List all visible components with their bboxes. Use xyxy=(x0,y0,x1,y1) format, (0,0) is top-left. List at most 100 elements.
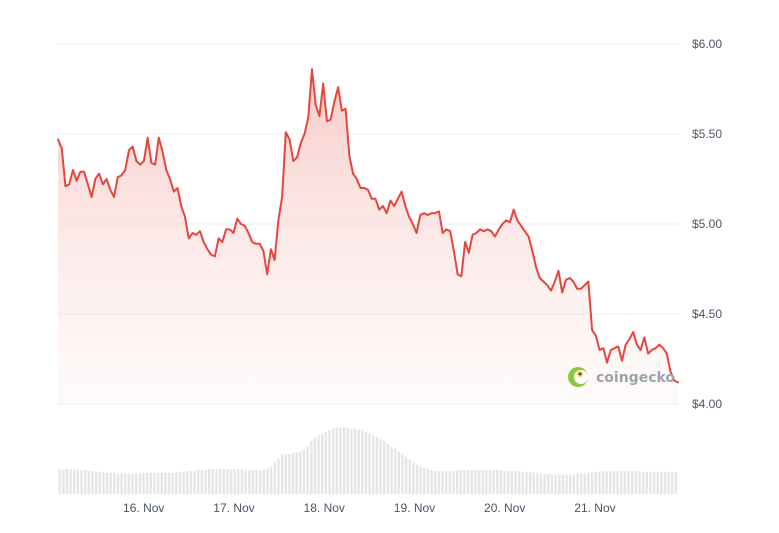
volume-bar xyxy=(80,470,83,494)
volume-bar xyxy=(492,470,495,494)
volume-bar xyxy=(536,472,539,494)
volume-bar xyxy=(94,471,98,494)
volume-bar xyxy=(656,471,659,494)
volume-bar xyxy=(127,473,131,494)
volume-bar xyxy=(375,437,379,494)
x-tick-label: 18. Nov xyxy=(304,501,345,515)
volume-bar xyxy=(645,471,649,494)
volume-bar xyxy=(178,471,182,494)
volume-bar xyxy=(186,470,189,494)
gecko-logo-icon xyxy=(568,367,588,387)
volume-bar xyxy=(674,471,678,494)
volume-bar xyxy=(372,435,375,494)
volume-bar xyxy=(663,471,667,494)
volume-bar xyxy=(404,456,408,494)
volume-bar xyxy=(237,469,240,494)
volume-bar xyxy=(382,440,386,494)
volume-bar xyxy=(156,472,160,494)
volume-bar xyxy=(620,470,623,494)
volume-bar xyxy=(109,472,112,494)
volume-bar xyxy=(317,435,320,494)
volume-bar xyxy=(62,469,65,494)
volume-bar xyxy=(313,437,317,494)
volume-bar xyxy=(386,443,390,494)
volume-bar xyxy=(609,470,612,494)
volume-bar xyxy=(638,470,641,494)
volume-bar xyxy=(423,468,426,494)
volume-bar xyxy=(393,448,397,494)
volume-bar xyxy=(149,472,153,494)
volume-bar xyxy=(587,472,590,494)
volume-bar xyxy=(510,470,514,494)
volume-bar xyxy=(58,469,61,494)
volume-bar xyxy=(87,470,91,494)
volume-bar xyxy=(226,469,229,494)
volume-bar xyxy=(306,446,309,494)
volume-bar xyxy=(200,470,204,494)
volume-bar xyxy=(634,470,638,494)
volume-bar xyxy=(517,470,521,494)
volume-bar xyxy=(565,474,568,494)
volume-bar xyxy=(134,473,138,494)
volume-bar xyxy=(652,471,656,494)
volume-bar xyxy=(441,470,444,494)
volume-bar xyxy=(116,473,120,494)
volume-bar xyxy=(310,440,313,494)
volume-bar xyxy=(506,470,510,494)
volume-bar xyxy=(477,470,481,494)
volume-bar xyxy=(160,472,163,494)
volume-bar xyxy=(463,470,466,494)
volume-bar xyxy=(175,471,178,494)
x-tick-label: 16. Nov xyxy=(123,501,164,515)
volume-bar xyxy=(558,474,561,494)
volume-bar xyxy=(218,469,222,494)
volume-bar xyxy=(244,470,247,494)
volume-bar xyxy=(251,470,255,494)
volume-bar xyxy=(605,470,608,494)
volume-bar xyxy=(291,453,295,494)
watermark-text: coingecko xyxy=(596,370,675,386)
volume-bar xyxy=(576,473,579,494)
volume-bar xyxy=(547,473,550,494)
volume-bar xyxy=(138,473,142,494)
coingecko-watermark: coingecko xyxy=(568,367,675,387)
volume-bar xyxy=(426,469,430,494)
volume-bar xyxy=(255,470,258,494)
volume-bar xyxy=(233,469,236,494)
volume-bars xyxy=(58,426,678,494)
volume-bar xyxy=(671,471,674,494)
volume-bar xyxy=(601,470,605,494)
volume-bar xyxy=(390,446,393,494)
volume-bar xyxy=(295,452,298,494)
volume-bar xyxy=(543,473,546,494)
volume-bar xyxy=(145,472,149,494)
volume-bar xyxy=(579,473,583,494)
volume-bar xyxy=(401,454,404,494)
volume-bar xyxy=(554,474,557,494)
volume-bar xyxy=(623,470,627,494)
volume-bar xyxy=(72,469,76,494)
volume-bar xyxy=(182,471,185,494)
volume-bar xyxy=(324,432,328,494)
volume-bar xyxy=(266,468,269,494)
volume-bar xyxy=(499,470,503,494)
volume-bar xyxy=(342,426,346,494)
volume-bar xyxy=(339,427,342,494)
volume-bar xyxy=(437,470,441,494)
volume-bar xyxy=(514,470,517,494)
volume-bar xyxy=(331,428,335,494)
volume-bar xyxy=(627,470,630,494)
volume-bar xyxy=(649,471,652,494)
volume-bar xyxy=(142,472,145,494)
volume-bar xyxy=(222,469,225,494)
y-tick-label: $4.50 xyxy=(692,307,722,321)
volume-bar xyxy=(273,462,277,494)
volume-bar xyxy=(397,451,401,494)
volume-bar xyxy=(288,454,291,494)
volume-bar xyxy=(164,472,167,494)
volume-bar xyxy=(269,466,273,494)
x-tick-label: 20. Nov xyxy=(484,501,525,515)
volume-bar xyxy=(91,470,94,494)
volume-bar xyxy=(335,427,339,494)
volume-bar xyxy=(171,472,174,494)
